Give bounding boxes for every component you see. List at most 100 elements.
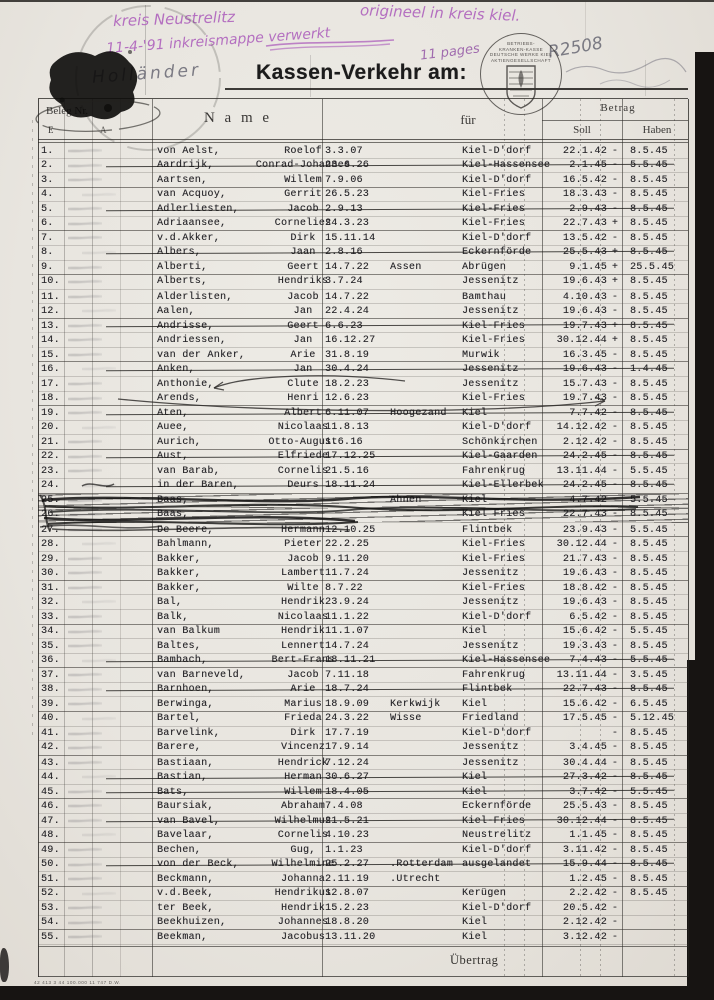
cell-surname: Bakker, [157,553,202,565]
table-row: 23. van Barab, Cornelis 21.5.16 Fahrenkr… [38,464,688,479]
cell-soll-date: 2.1.45 [569,159,607,171]
table-row: 21. Aurich, Otto-August 1.6.16 Schönkirc… [38,435,688,450]
cell-birthplace: Wisse [390,713,422,725]
cell-birthdate: 12.10.25 [325,524,376,536]
cell-sign: - [611,829,619,841]
cell-birthdate: 17.7.19 [325,728,370,740]
cell-soll-date: 15.7.43 [562,378,607,390]
table-row: 34. van Balkum Hendrik 11.1.07 Kiel 15.6… [38,625,688,640]
cell-beleg-nr: 12. [41,305,60,317]
table-rule [580,99,581,977]
cell-haben-date: 8.5.45 [630,291,668,303]
table-rule [524,99,525,977]
cell-firstname: Hendrikus [274,888,332,900]
cell-birthdate: 15.2.23 [325,903,370,915]
cell-birthdate: 7.4.08 [325,800,363,812]
cell-soll-date: 30.12.44 [556,815,607,827]
cell-fuer-place: Fahrenkrug [462,466,526,478]
cell-firstname: Jacob [287,553,319,565]
cell-firstname: Hendrick [277,757,329,769]
table-row: 12. Aalen, Jan 22.4.24 Jessenitz 19.6.43… [38,304,688,319]
cell-firstname: Jan [293,334,313,346]
cell-haben-date: 8.5.45 [630,408,668,420]
table-row: 55. Beekman, Jacobus 13.11.20 Kiel 3.12.… [38,930,688,945]
cell-sign: - [611,291,619,303]
cell-haben-date: 8.5.45 [630,509,668,521]
cell-birthdate: 18.7.24 [325,684,370,696]
ink-blot-corner [0,948,9,982]
cell-haben-date: 8.5.45 [630,276,668,288]
cell-haben-date: 8.5.45 [630,829,668,841]
cell-soll-date: 3.4.45 [569,742,607,754]
cell-beleg-nr: 22. [41,451,60,463]
table-row: 9. Alberti, Geert 14.7.22 Assen Abrügen … [38,261,688,276]
cell-fuer-place: Kiel [462,625,488,637]
cell-fuer-place: Kiel-D'dorf [462,422,532,434]
cell-birthdate: 14.7.22 [325,262,370,274]
cell-beleg-nr: 52. [41,888,60,900]
table-row: 25. Baas, Ahnen Kiel 4.7.42 - 5.5.45 [38,493,688,509]
cell-surname: Baas, [157,509,189,521]
title-underline [225,88,688,90]
cell-sign: - [611,553,619,565]
cell-soll-date: 19.6.43 [562,596,607,608]
table-row: 6. Adriaansee, Cornelies 24.3.23 Kiel-Fr… [38,217,688,232]
cell-surname: Barvelink, [157,728,221,740]
cell-soll-date: 15.9.44 [562,858,607,870]
cell-soll-date: 17.5.45 [562,713,607,725]
table-rule [322,99,323,977]
cell-beleg-nr: 4. [41,189,54,201]
cell-sign: - [611,844,619,856]
cell-haben-date: 8.5.45 [630,771,668,783]
cell-firstname: Willem [284,175,322,187]
cell-soll-date: 30.12.44 [556,334,607,346]
table-row: 33. Balk, Nicolaas 11.1.22 Kiel-D'dorf 6… [38,610,688,625]
cell-surname: Andrisse, [157,320,214,332]
table-rule [64,99,65,977]
cell-soll-date: 21.7.43 [562,553,607,565]
cell-fuer-place: Abrügen [462,262,507,274]
cell-birthdate: 31.8.19 [325,349,370,361]
cell-sign: - [611,408,619,420]
cell-beleg-nr: 3. [41,175,54,187]
cell-fuer-place: Kiel [462,786,488,798]
cell-firstname: Roelof [284,145,322,157]
table-row: 30. Bakker, Lambert 11.7.24 Jessenitz 19… [38,566,688,581]
cell-sign: - [611,495,619,507]
cell-beleg-nr: 55. [41,932,60,944]
cell-beleg-nr: 10. [41,276,60,288]
cell-firstname: Marius [284,699,322,711]
table-row: 54. Beekhuizen, Johannes 18.8.20 Kiel 2.… [38,916,688,931]
cell-surname: Adlerliesten, [157,204,239,216]
cell-fuer-place: Kiel-D'dorf [462,233,532,245]
cell-fuer-place: Kiel-D'dorf [462,728,532,740]
table-row: 3. Aartsen, Willem 7.9.06 Kiel-D'dorf 16… [38,173,688,188]
cell-beleg-nr: 47. [41,815,60,827]
table-row: 17. Anthonie, Clute 18.2.23 Jessenitz 15… [38,377,688,392]
cell-fuer-place: Kiel-Fries [462,392,526,404]
cell-beleg-nr: 2. [41,159,54,171]
cell-soll-date: 22.7.43 [562,218,607,230]
cell-sign: - [611,917,619,929]
cell-soll-date: 3.12.42 [562,932,607,944]
cell-beleg-nr: 43. [41,757,60,769]
cell-fuer-place: Kiel-D'dorf [462,611,532,623]
cell-fuer-place: Kiel-Fries [462,334,526,346]
cell-surname: Auee, [157,422,189,434]
table-row: 7. v.d.Akker, Dirk 15.11.14 Kiel-D'dorf … [38,231,688,246]
cell-sign: - [611,815,619,827]
cell-haben-date: 8.5.45 [630,175,668,187]
cell-birthdate: 2.11.19 [325,874,370,886]
cell-soll-date: 25.5.43 [562,247,607,259]
table-row: 19. Aten, Albert 6.11.07 Hoogezand Kiel … [38,406,688,421]
stamp-crest-shield [506,65,536,110]
cell-birthdate: 21.5.21 [325,815,370,827]
cell-birthdate: 7.12.24 [325,757,370,769]
table-row: 22. Aust, Elfriede 17.12.25 Kiel-Gaarden… [38,450,688,465]
cell-fuer-place: Fahrenkrug [462,670,526,682]
cell-fuer-place: Kiel-Fries [462,553,526,565]
cell-haben-date: 8.5.45 [630,145,668,157]
cell-surname: Baas, [157,495,189,507]
cell-haben-date: 5.5.45 [630,655,668,667]
